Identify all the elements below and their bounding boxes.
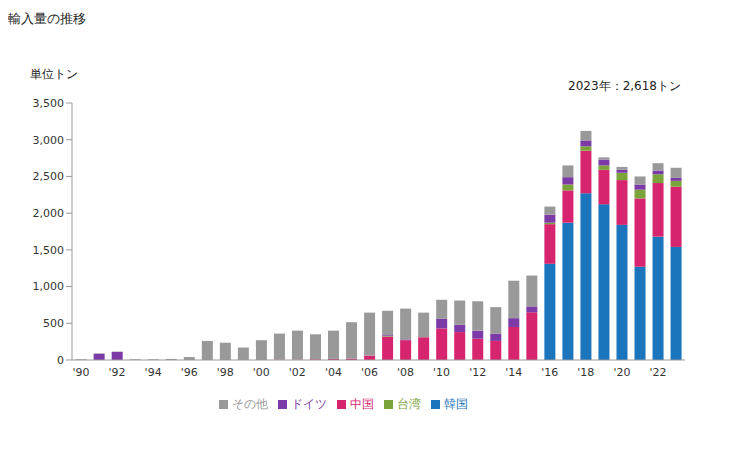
svg-text:'12: '12 bbox=[469, 366, 486, 379]
svg-text:'18: '18 bbox=[577, 366, 594, 379]
svg-text:'08: '08 bbox=[397, 366, 414, 379]
svg-text:'16: '16 bbox=[541, 366, 558, 379]
svg-text:'00: '00 bbox=[253, 366, 270, 379]
svg-text:'94: '94 bbox=[145, 366, 162, 379]
svg-text:'90: '90 bbox=[72, 366, 89, 379]
svg-text:'14: '14 bbox=[505, 366, 522, 379]
html-text:ドイツ: ドイツ bbox=[291, 397, 327, 411]
svg-text:500: 500 bbox=[43, 317, 64, 330]
svg-text:'92: '92 bbox=[109, 366, 126, 379]
html-text:2023年：2,618トン: 2023年：2,618トン bbox=[568, 79, 681, 93]
html-text:韓国: 韓国 bbox=[444, 397, 468, 411]
html-text:中国: 中国 bbox=[350, 397, 374, 411]
svg-text:0: 0 bbox=[57, 354, 64, 367]
svg-text:'96: '96 bbox=[181, 366, 198, 379]
svg-text:3,000: 3,000 bbox=[33, 134, 65, 147]
svg-text:3,500: 3,500 bbox=[33, 97, 65, 110]
html-text:その他: その他 bbox=[232, 397, 268, 411]
svg-text:'02: '02 bbox=[289, 366, 306, 379]
svg-text:1,000: 1,000 bbox=[33, 280, 65, 293]
html-text:台湾: 台湾 bbox=[397, 397, 421, 411]
svg-text:2,500: 2,500 bbox=[33, 170, 65, 183]
html-text:輸入量の推移: 輸入量の推移 bbox=[8, 11, 86, 26]
html-text:単位トン: 単位トン bbox=[30, 67, 78, 81]
svg-text:'10: '10 bbox=[433, 366, 450, 379]
svg-text:'06: '06 bbox=[361, 366, 378, 379]
svg-text:'20: '20 bbox=[613, 366, 630, 379]
svg-text:'98: '98 bbox=[217, 366, 234, 379]
svg-text:'22: '22 bbox=[649, 366, 666, 379]
svg-text:2,000: 2,000 bbox=[33, 207, 65, 220]
svg-text:1,500: 1,500 bbox=[33, 244, 65, 257]
svg-text:'04: '04 bbox=[325, 366, 342, 379]
